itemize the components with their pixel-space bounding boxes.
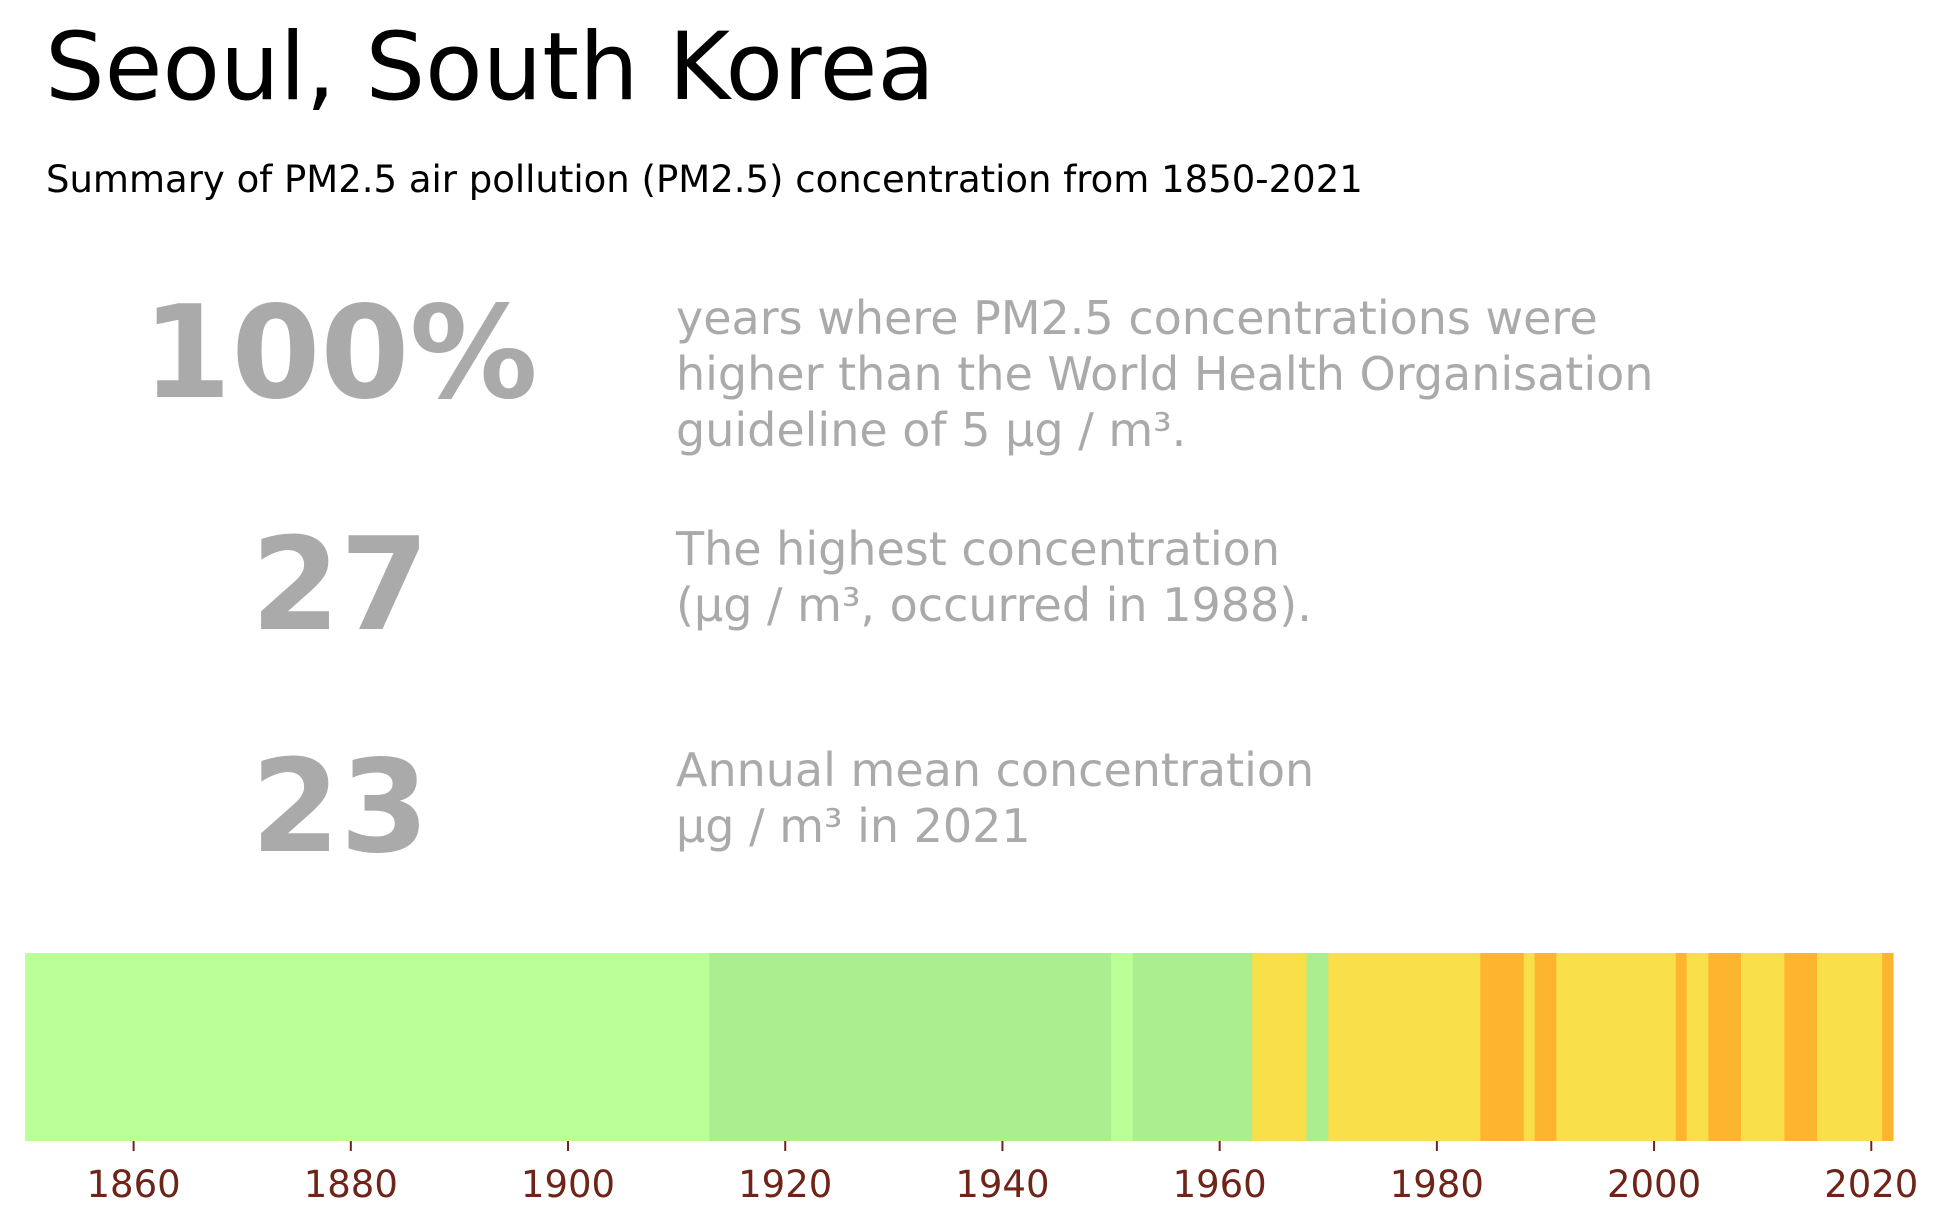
stripe-band-2003-2005 (1686, 953, 1709, 1141)
x-tick-label: 1980 (1390, 1163, 1484, 1206)
stat-value-percent-years: 100% (142, 279, 538, 428)
stripe-band-1850-1913 (25, 953, 710, 1141)
stripe-band-2021-2022 (1882, 953, 1894, 1141)
stripe-band-2012-2015 (1784, 953, 1818, 1141)
x-tick-label: 1860 (87, 1163, 181, 1206)
x-tick-label: 1920 (738, 1163, 832, 1206)
x-tick-label: 1900 (521, 1163, 615, 1206)
stripe-band-2002-2003 (1675, 953, 1688, 1141)
stat-value-mean: 23 (250, 733, 430, 882)
stripe-band-2005-2008 (1708, 953, 1742, 1141)
stripe-band-1970-1984 (1328, 953, 1481, 1141)
stat-description-mean: Annual mean concentration µg / m³ in 202… (676, 743, 1315, 853)
stat-description-highest: The highest concentration (µg / m³, occu… (676, 522, 1312, 632)
stat-description-percent-years: years where PM2.5 concentrations were hi… (676, 291, 1654, 457)
x-tick-label: 1960 (1173, 1163, 1267, 1206)
page-title: Seoul, South Korea (45, 13, 936, 122)
x-tick-label: 2000 (1607, 1163, 1701, 1206)
stat-value-highest: 27 (250, 511, 430, 660)
stripe-band-1913-1950 (709, 953, 1112, 1141)
stripe-band-1963-1968 (1252, 953, 1308, 1141)
stripe-band-1950-1952 (1111, 953, 1134, 1141)
stripe-band-1989-1991 (1534, 953, 1557, 1141)
x-tick-label: 1940 (955, 1163, 1049, 1206)
stripe-bands (25, 953, 1894, 1141)
stripe-band-1984-1988 (1480, 953, 1525, 1141)
stripe-band-1968-1970 (1306, 953, 1329, 1141)
page-subtitle: Summary of PM2.5 air pollution (PM2.5) c… (46, 158, 1363, 201)
stripe-band-2015-2021 (1816, 953, 1883, 1141)
x-tick-label: 1880 (304, 1163, 398, 1206)
stripe-band-1952-1963 (1132, 953, 1253, 1141)
x-tick-label: 2020 (1824, 1163, 1918, 1206)
x-axis-ticks: 1860 1880 1900 1920 1940 1960 1980 2000 2020 (87, 1141, 1918, 1206)
stripe-band-1988-1989 (1523, 953, 1536, 1141)
stripe-band-2008-2012 (1740, 953, 1785, 1141)
stripe-band-1991-2002 (1556, 953, 1677, 1141)
